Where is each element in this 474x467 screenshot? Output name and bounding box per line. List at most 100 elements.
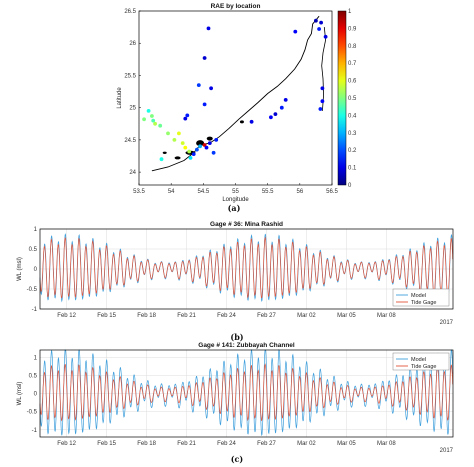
- rae-point: [195, 147, 199, 152]
- legend-entry: Model: [411, 293, 426, 299]
- colorbar-tick-label: 0.4: [348, 113, 357, 119]
- y-tick-label: 25.5: [124, 73, 136, 79]
- x-tick-label: 55.5: [262, 189, 274, 195]
- y-tick-label: 0: [34, 267, 38, 273]
- rae-point: [283, 98, 288, 102]
- x-tick-label: Feb 18: [137, 313, 156, 319]
- island-shape: [162, 151, 167, 154]
- year-label: 2017: [440, 448, 454, 454]
- x-tick-label: 54: [168, 189, 175, 195]
- x-tick-label: Feb 12: [57, 441, 76, 447]
- rae-point: [183, 116, 188, 121]
- x-tick-label: Feb 24: [217, 441, 236, 447]
- rae-point: [279, 105, 284, 110]
- legend-entry: Tide Gage: [411, 300, 436, 306]
- colorbar-tick-label: 1: [348, 9, 352, 15]
- x-tick-label: Mar 02: [297, 313, 316, 319]
- x-tick-label: 53.5: [133, 189, 145, 195]
- rae-point: [273, 112, 278, 116]
- map-plot-area: [138, 10, 333, 186]
- plot-title: Gage # 36: Mina Rashid: [210, 221, 283, 228]
- zubbayah-timeseries-panel: Feb 12 Feb 15 Feb 18 Feb 21 Feb 24 Feb 27 Mar …: [17, 342, 454, 454]
- rae-point: [314, 18, 318, 23]
- caption-c: (c): [231, 454, 244, 464]
- plot-frame: [39, 228, 454, 310]
- x-tick-label: 56.5: [326, 189, 338, 195]
- y-tick-label: 26: [129, 41, 136, 47]
- rae-point: [198, 144, 203, 149]
- y-tick-label: 25: [129, 106, 136, 112]
- colorbar-tick-label: 0.2: [348, 148, 357, 154]
- rae-point: [293, 29, 298, 34]
- colorbar-tick-label: 0.1: [348, 166, 357, 172]
- x-tick-label: Mar 08: [377, 441, 396, 447]
- plot-ylabel: WL (msl): [17, 257, 23, 281]
- island-shape: [174, 156, 181, 160]
- rae-point: [202, 143, 207, 147]
- x-tick-label: Feb 24: [217, 313, 236, 319]
- island-shape: [206, 136, 213, 141]
- plot-frame: [39, 349, 454, 438]
- rae-point: [204, 145, 209, 150]
- rae-point: [183, 145, 188, 150]
- y-tick-label: -1: [32, 428, 38, 434]
- rae-map-panel: 53.5 54 54.5 55 55.5 56 56.5 24 24.5 25 25.5 26 26.5…: [117, 3, 357, 203]
- rae-point: [180, 141, 185, 146]
- x-tick-label: Mar 02: [297, 441, 316, 447]
- tide-gage-series-line: [39, 363, 454, 422]
- east-coastline: [321, 27, 327, 111]
- x-tick-label: Feb 15: [97, 313, 116, 319]
- rae-point: [196, 83, 201, 87]
- rae-point: [249, 119, 254, 124]
- colorbar-tick-label: 0.3: [348, 131, 357, 137]
- rae-point: [211, 150, 216, 155]
- y-tick-label: 0.5: [29, 373, 38, 379]
- rae-point: [150, 114, 154, 118]
- colorbar-tick-label: 0.6: [348, 79, 357, 85]
- rae-point: [159, 157, 164, 162]
- legend-entry: Tide Gage: [411, 364, 436, 370]
- rae-point: [146, 109, 151, 113]
- rae-point: [323, 34, 328, 39]
- x-tick-label: 56: [296, 189, 303, 195]
- rae-point: [269, 115, 273, 120]
- caption-b: (b): [230, 332, 243, 342]
- x-tick-label: 55: [232, 189, 239, 195]
- island-shape: [239, 120, 244, 124]
- y-tick-label: -0.5: [27, 410, 38, 416]
- x-tick-label: Feb 27: [257, 313, 276, 319]
- y-tick-label: -1: [32, 307, 38, 313]
- colorbar: [337, 10, 347, 186]
- x-tick-label: Feb 15: [97, 441, 116, 447]
- rae-point: [318, 107, 323, 111]
- rae-point: [206, 26, 211, 31]
- y-tick-label: -0.5: [27, 287, 38, 293]
- map-ylabel: Latitude: [117, 87, 123, 109]
- y-tick-label: 0.5: [29, 247, 38, 253]
- rae-point: [319, 20, 323, 25]
- x-tick-label: Feb 18: [137, 441, 156, 447]
- legend-entry: Model: [411, 357, 426, 363]
- rae-point: [320, 99, 325, 104]
- mina-rashid-timeseries-panel: Feb 12 Feb 15 Feb 18 Feb 21 Feb 24 Feb 27 Mar …: [17, 221, 454, 326]
- x-tick-label: Mar 05: [337, 441, 356, 447]
- y-tick-label: 1: [34, 355, 38, 361]
- colorbar-tick-label: 0.7: [348, 61, 357, 67]
- rae-point: [151, 118, 156, 123]
- rae-point: [207, 141, 212, 146]
- rae-point: [142, 117, 147, 122]
- caption-a: (a): [228, 203, 241, 213]
- x-tick-label: 54.5: [197, 189, 209, 195]
- island-shape: [196, 140, 205, 147]
- x-tick-label: Feb 12: [57, 313, 76, 319]
- y-tick-label: 1: [34, 227, 38, 233]
- y-tick-label: 24: [129, 170, 136, 176]
- rae-point: [185, 113, 190, 118]
- colorbar-tick-label: 0.9: [348, 26, 357, 32]
- rae-point: [153, 121, 158, 126]
- y-tick-label: 24.5: [124, 138, 136, 144]
- plot-title: Gage # 141: Zubbayah Channel: [198, 342, 295, 349]
- tide-gage-series-line: [39, 236, 454, 299]
- y-tick-label: 0: [34, 392, 38, 398]
- plot-ylabel: WL (msl): [17, 382, 23, 406]
